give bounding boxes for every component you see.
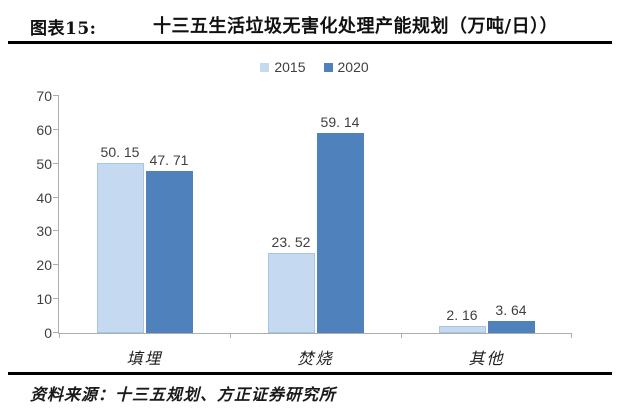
bar-2020-2 <box>487 320 535 333</box>
x-tick-mark-0 <box>59 333 60 338</box>
y-tick-mark-10 <box>53 298 59 300</box>
x-tick-mark-1 <box>230 333 231 338</box>
y-tick-mark-50 <box>53 162 59 164</box>
y-tick-label-40: 40 <box>36 189 52 206</box>
y-tick-mark-70 <box>53 95 59 96</box>
x-tick-mark-2 <box>401 333 402 338</box>
y-tick-mark-60 <box>53 128 59 130</box>
legend-label-2020: 2020 <box>337 59 369 75</box>
legend-label-2015: 2015 <box>274 59 306 75</box>
y-tick-label-60: 60 <box>36 121 52 138</box>
bar-value-label-2015-2: 2. 16 <box>446 306 478 323</box>
legend-item-2020: 2020 <box>323 59 369 75</box>
legend-swatch-2020 <box>323 62 333 72</box>
legend-swatch-2015 <box>260 62 270 72</box>
y-tick-label-20: 20 <box>36 257 52 274</box>
bar-value-label-2020-1: 59. 14 <box>320 113 360 130</box>
bar-value-label-2020-2: 3. 64 <box>495 301 527 318</box>
y-tick-mark-0 <box>53 332 59 333</box>
top-divider <box>8 41 612 44</box>
figure-number-label: 图表15: <box>30 19 97 39</box>
y-tick-mark-40 <box>53 196 59 198</box>
legend-item-2015: 2015 <box>260 59 306 75</box>
x-category-label-0: 填埋 <box>126 349 163 368</box>
chart-legend: 2015 2020 <box>58 59 571 75</box>
bar-value-label-2020-0: 47. 71 <box>149 152 189 169</box>
bar-2015-1 <box>267 253 315 333</box>
y-tick-mark-20 <box>53 264 59 266</box>
bar-2015-2 <box>438 325 486 333</box>
y-tick-label-50: 50 <box>36 155 52 172</box>
plot-area: 50. 15 47. 71 填埋 23. 52 59. 14 焚烧 2. 16 3. 64 其他 <box>53 95 572 368</box>
bar-value-label-2015-1: 23. 52 <box>271 234 311 251</box>
x-tick-mark-3 <box>571 333 572 338</box>
y-tick-label-10: 10 <box>36 291 52 308</box>
bar-2020-0 <box>145 171 193 333</box>
source-note: 资料来源：十三五规划、方正证券研究所 <box>30 385 337 404</box>
bottom-divider <box>8 372 612 375</box>
bar-2015-0 <box>96 163 144 333</box>
x-category-label-2: 其他 <box>468 349 505 368</box>
chart-title: 十三五生活垃圾无害化处理产能规划（万吨/日）） <box>153 16 559 37</box>
y-tick-mark-30 <box>53 230 59 232</box>
y-tick-label-70: 70 <box>36 88 52 104</box>
x-category-label-1: 焚烧 <box>297 349 334 368</box>
y-tick-label-30: 30 <box>36 223 52 240</box>
bar-value-label-2015-0: 50. 15 <box>100 144 140 161</box>
y-tick-label-0: 0 <box>44 325 52 341</box>
bar-2020-1 <box>316 132 364 333</box>
